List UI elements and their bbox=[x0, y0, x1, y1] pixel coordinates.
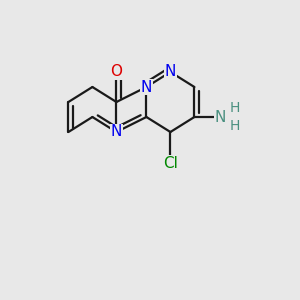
Text: Cl: Cl bbox=[163, 156, 178, 171]
Text: H: H bbox=[230, 101, 240, 115]
Text: N: N bbox=[215, 110, 226, 124]
Text: N: N bbox=[111, 124, 122, 140]
Text: N: N bbox=[141, 80, 152, 94]
Text: N: N bbox=[165, 64, 176, 80]
Text: O: O bbox=[110, 64, 122, 80]
Text: H: H bbox=[230, 119, 240, 133]
